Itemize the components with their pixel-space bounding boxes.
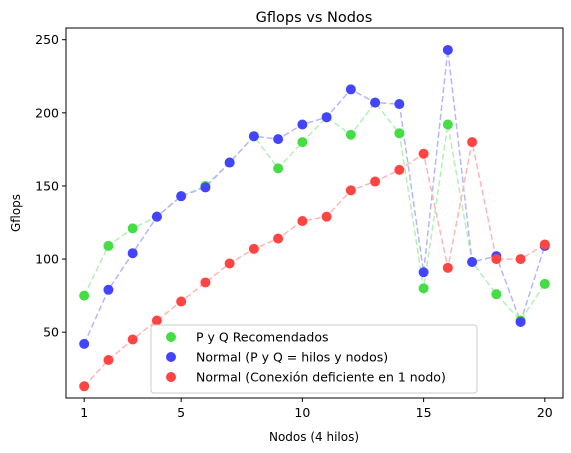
series-1-point: [491, 289, 502, 300]
x-tick-label: 1: [80, 405, 88, 420]
series-3-point: [127, 334, 138, 345]
series-3-point: [515, 254, 526, 265]
series-1-point: [127, 223, 138, 234]
series-3-point: [103, 354, 114, 365]
series-1-line: [83, 101, 546, 322]
series-2-point: [442, 44, 453, 55]
series-3-point: [297, 216, 308, 227]
series-1-point: [79, 290, 90, 301]
series-1-point: [442, 119, 453, 130]
series-1-point: [297, 137, 308, 148]
series-3-point: [370, 176, 381, 187]
series-3-point: [248, 243, 259, 254]
series-2-point: [176, 191, 187, 202]
series-2-point: [467, 256, 478, 267]
series-2-point: [200, 182, 211, 193]
series-2-point: [127, 248, 138, 259]
series-2-point: [103, 284, 114, 295]
y-tick-label: 250: [35, 32, 59, 47]
series-3-point: [418, 148, 429, 159]
x-tick-label: 20: [537, 405, 553, 420]
y-tick-label: 150: [35, 178, 59, 193]
legend-label: P y Q Recomendados: [196, 330, 329, 345]
legend-marker: [166, 372, 176, 382]
series-2-point: [370, 97, 381, 108]
series-3-point: [394, 164, 405, 175]
series-3-point: [467, 137, 478, 148]
series-1-point: [394, 128, 405, 139]
plot-frame: [65, 27, 564, 399]
legend-box: [150, 324, 478, 394]
series-3-point: [176, 296, 187, 307]
series-3-point: [224, 258, 235, 269]
series-3-point: [151, 315, 162, 326]
series-3-point: [273, 233, 284, 244]
series-3-point: [491, 254, 502, 265]
y-tick-label: 50: [43, 325, 59, 340]
series-1-point: [539, 278, 550, 289]
legend-marker: [166, 352, 176, 362]
series-3-point: [345, 185, 356, 196]
series-3-point: [321, 211, 332, 222]
chart-title: Gflops vs Nodos: [256, 10, 373, 26]
legend: P y Q Recomendados Normal (P y Q = hilos …: [150, 324, 478, 394]
series-3-point: [539, 239, 550, 250]
series-3-line: [83, 141, 546, 387]
x-tick-label: 5: [177, 405, 185, 420]
series-2-point: [224, 157, 235, 168]
series-2-point: [273, 134, 284, 145]
series-2-point: [515, 316, 526, 327]
series-3-point: [79, 381, 90, 392]
series-3-point: [200, 277, 211, 288]
legend-label: Normal (P y Q = hilos y nodos): [196, 350, 388, 365]
series-1-point: [103, 240, 114, 251]
x-tick-label: 15: [416, 405, 432, 420]
series-2-point: [248, 131, 259, 142]
y-axis-label: Gflops: [9, 194, 23, 232]
series-2-point: [418, 267, 429, 278]
plot-area: [79, 44, 550, 392]
series-2-point: [345, 84, 356, 95]
series-1-point: [273, 163, 284, 174]
series-1-point: [345, 129, 356, 140]
legend-label: Normal (Conexión deficiente en 1 nodo): [196, 370, 446, 385]
series-2-point: [394, 99, 405, 110]
y-tick-label: 100: [35, 252, 59, 267]
series-2-line: [83, 49, 546, 345]
x-axis-label: Nodos (4 hilos): [269, 430, 359, 444]
series-2-point: [321, 112, 332, 123]
series-2-point: [297, 119, 308, 130]
y-tick-label: 200: [35, 105, 59, 120]
legend-marker: [166, 332, 176, 342]
series-3-point: [442, 262, 453, 273]
series-2-point: [151, 211, 162, 222]
series-2-point: [79, 338, 90, 349]
series-1-point: [418, 283, 429, 294]
x-tick-label: 10: [294, 405, 310, 420]
